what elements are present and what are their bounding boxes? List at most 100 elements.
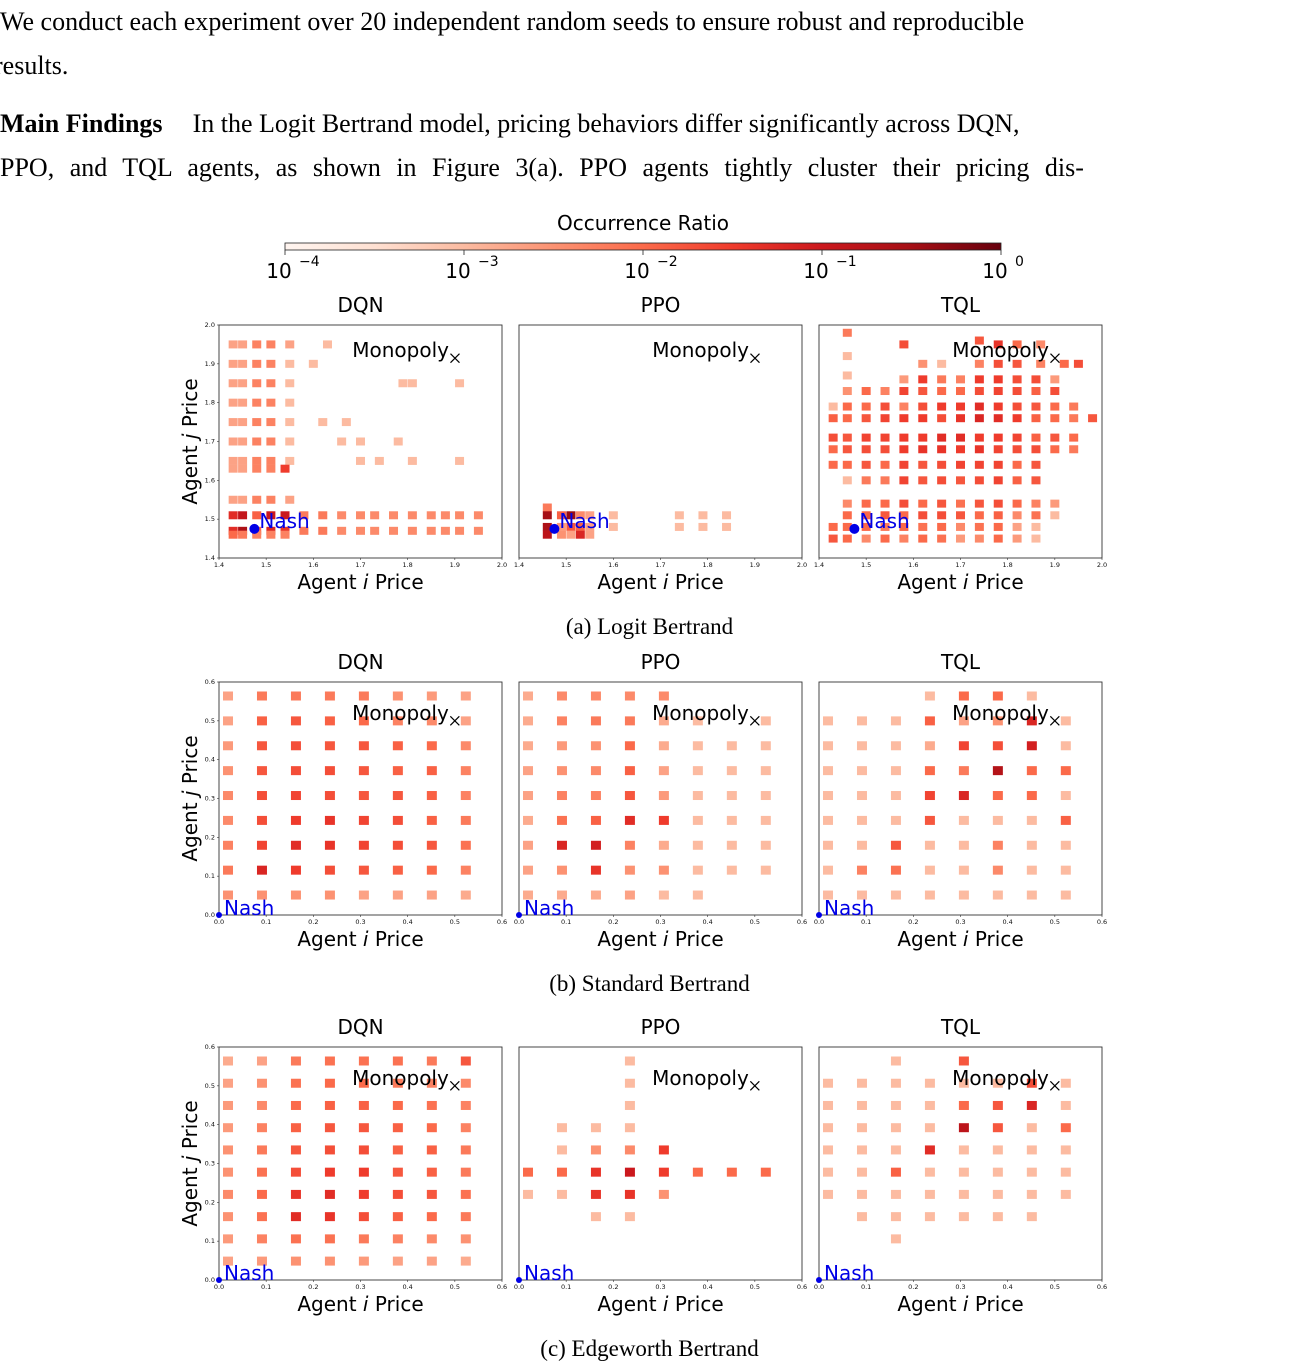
heatmap-cell bbox=[692, 815, 703, 825]
x-tick-label: 0.4 bbox=[702, 1283, 712, 1291]
nash-label: Nash bbox=[559, 509, 609, 533]
x-tick-label: 0.3 bbox=[655, 918, 665, 926]
colorbar-tick-label: 10 bbox=[982, 259, 1007, 283]
heatmap-cell bbox=[992, 791, 1003, 801]
x-tick-label: 1.5 bbox=[261, 561, 271, 569]
heatmap-cell bbox=[856, 1078, 867, 1088]
heatmap-cell bbox=[460, 1145, 471, 1155]
heatmap-cell bbox=[542, 503, 552, 512]
heatmap-cell bbox=[726, 791, 737, 801]
heatmap-cell bbox=[256, 865, 267, 875]
heatmap-c-ppo: 0.0 0.1 0.2 0.3 0.4 0.5 0.6 PPO Agent i Price Nas… bbox=[514, 1015, 807, 1316]
heatmap-cell bbox=[624, 1145, 635, 1155]
heatmap-cell bbox=[460, 1123, 471, 1133]
heatmap-c-tql: 0.0 0.1 0.2 0.3 0.4 0.5 0.6 TQL Agent i Price Nas… bbox=[814, 1015, 1107, 1316]
heatmap-cell bbox=[658, 1145, 669, 1155]
heatmap-cell bbox=[899, 511, 909, 520]
heatmap-cell bbox=[455, 526, 465, 535]
heatmap-cell bbox=[1012, 402, 1022, 411]
x-tick-label: 0.6 bbox=[797, 918, 807, 926]
heatmap-cell bbox=[890, 865, 901, 875]
heatmap-cell bbox=[624, 716, 635, 726]
heatmap-cell bbox=[828, 402, 838, 411]
heatmap-cell bbox=[252, 456, 262, 465]
heatmap-cell bbox=[392, 865, 403, 875]
x-tick-label: 0.1 bbox=[561, 1283, 571, 1291]
y-axis-label: Agent j Price bbox=[178, 1100, 202, 1226]
heatmap-cell bbox=[899, 402, 909, 411]
heatmap-cell bbox=[992, 1167, 1003, 1177]
heatmap-cell bbox=[760, 766, 771, 776]
heatmap-cell bbox=[861, 402, 871, 411]
heatmap-cell bbox=[880, 511, 890, 520]
heatmap-cell bbox=[974, 336, 984, 345]
heatmap-cell bbox=[460, 1078, 471, 1088]
heatmap-cell bbox=[426, 526, 436, 535]
heatmap-cell bbox=[256, 840, 267, 850]
heatmap-cell bbox=[590, 691, 601, 701]
heatmap-cell bbox=[322, 340, 332, 349]
nash-point bbox=[849, 523, 860, 534]
colorbar-tick-label: 10 bbox=[624, 259, 649, 283]
heatmap-cell bbox=[842, 433, 852, 442]
heatmap-a-tql: 1.4 1.5 1.6 1.7 1.8 1.9 2.0 TQL Agent i Price Nas… bbox=[814, 293, 1107, 594]
x-tick-label: 0.3 bbox=[955, 918, 965, 926]
heatmap-cell bbox=[590, 840, 601, 850]
heatmap-cell bbox=[861, 476, 871, 485]
heatmap-cell bbox=[1050, 445, 1060, 454]
heatmap-cell bbox=[266, 359, 276, 368]
colorbar-tick-exponent: −1 bbox=[836, 254, 857, 270]
colorbar-tick-exponent: −4 bbox=[299, 254, 320, 270]
heatmap-cell bbox=[856, 815, 867, 825]
heatmap-cell bbox=[956, 375, 965, 384]
heatmap-cell bbox=[223, 1189, 233, 1199]
heatmap-cell bbox=[266, 511, 276, 520]
heatmap-cell bbox=[760, 716, 771, 726]
monopoly-label: Monopoly bbox=[352, 701, 449, 725]
x-tick-label: 1.5 bbox=[561, 561, 571, 569]
heatmap-cell bbox=[842, 371, 852, 380]
heatmap-cell bbox=[223, 865, 233, 875]
heatmap-cell bbox=[238, 379, 248, 388]
heatmap-cell bbox=[290, 1234, 301, 1244]
heatmap-cell bbox=[842, 445, 852, 454]
heatmap-cell bbox=[974, 375, 984, 384]
heatmap-cell bbox=[523, 766, 533, 776]
heatmap-cell bbox=[899, 499, 909, 508]
heatmap-cell bbox=[252, 437, 262, 446]
x-tick-label: 0.2 bbox=[308, 1283, 318, 1291]
heatmap-cell bbox=[937, 499, 947, 508]
x-tick-label: 1.7 bbox=[355, 561, 365, 569]
heatmap-cell bbox=[238, 456, 248, 465]
heatmap-cell bbox=[624, 1078, 635, 1088]
heatmap-cell bbox=[1012, 460, 1022, 469]
heatmap-cell bbox=[223, 1056, 233, 1066]
heatmap-cell bbox=[460, 766, 471, 776]
heatmap-cell bbox=[523, 865, 533, 875]
heatmap-cell bbox=[890, 791, 901, 801]
heatmap-cell bbox=[407, 379, 417, 388]
heatmap-cell bbox=[958, 1145, 969, 1155]
heatmap-cell bbox=[324, 890, 335, 900]
heatmap-cell bbox=[760, 840, 771, 850]
heatmap-cell bbox=[590, 1189, 601, 1199]
heatmap-cell bbox=[285, 398, 295, 407]
heatmap-cell bbox=[356, 437, 365, 446]
heatmap-cell bbox=[861, 534, 871, 543]
heatmap-cell bbox=[1012, 359, 1022, 368]
heatmap-cell bbox=[426, 791, 437, 801]
x-tick-label: 1.4 bbox=[514, 561, 524, 569]
heatmap-cell bbox=[1031, 414, 1041, 423]
heatmap-cell bbox=[658, 1189, 669, 1199]
nash-label: Nash bbox=[524, 1261, 574, 1285]
x-tick-label: 0.2 bbox=[908, 1283, 918, 1291]
heatmap-cell bbox=[880, 499, 890, 508]
heatmap-cell bbox=[256, 1078, 267, 1088]
heatmap-cell bbox=[266, 379, 276, 388]
heatmap-cell bbox=[918, 387, 928, 396]
heatmap-cell bbox=[1026, 1123, 1037, 1133]
heatmap-cell bbox=[1060, 1145, 1071, 1155]
x-tick-label: 0.3 bbox=[355, 1283, 365, 1291]
heatmap-cell bbox=[252, 464, 262, 473]
